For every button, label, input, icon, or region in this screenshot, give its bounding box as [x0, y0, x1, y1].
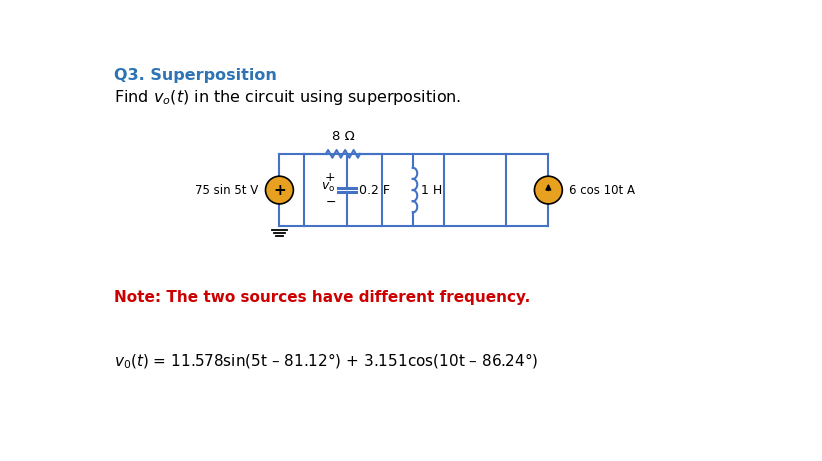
- Text: 6 cos 10t A: 6 cos 10t A: [569, 183, 635, 196]
- Text: 75 sin 5t V: 75 sin 5t V: [195, 183, 258, 196]
- Circle shape: [534, 176, 562, 204]
- Text: 1 H: 1 H: [421, 183, 442, 196]
- Text: +: +: [273, 183, 286, 198]
- Text: $v_0(t)$ = 11.578sin(5t – 81.12°) + 3.151cos(10t – 86.24°): $v_0(t)$ = 11.578sin(5t – 81.12°) + 3.15…: [113, 352, 538, 371]
- Text: 0.2 F: 0.2 F: [359, 183, 390, 196]
- Text: Note: The two sources have different frequency.: Note: The two sources have different fre…: [113, 290, 530, 305]
- Text: +: +: [325, 171, 335, 184]
- Text: $v_{\rm o}$: $v_{\rm o}$: [321, 180, 335, 194]
- Circle shape: [266, 176, 293, 204]
- Text: Find $v_o(t)$ in the circuit using superposition.: Find $v_o(t)$ in the circuit using super…: [113, 88, 461, 106]
- Text: 8 Ω: 8 Ω: [331, 130, 354, 143]
- Text: −: −: [326, 196, 337, 209]
- Text: Q3. Superposition: Q3. Superposition: [113, 68, 276, 83]
